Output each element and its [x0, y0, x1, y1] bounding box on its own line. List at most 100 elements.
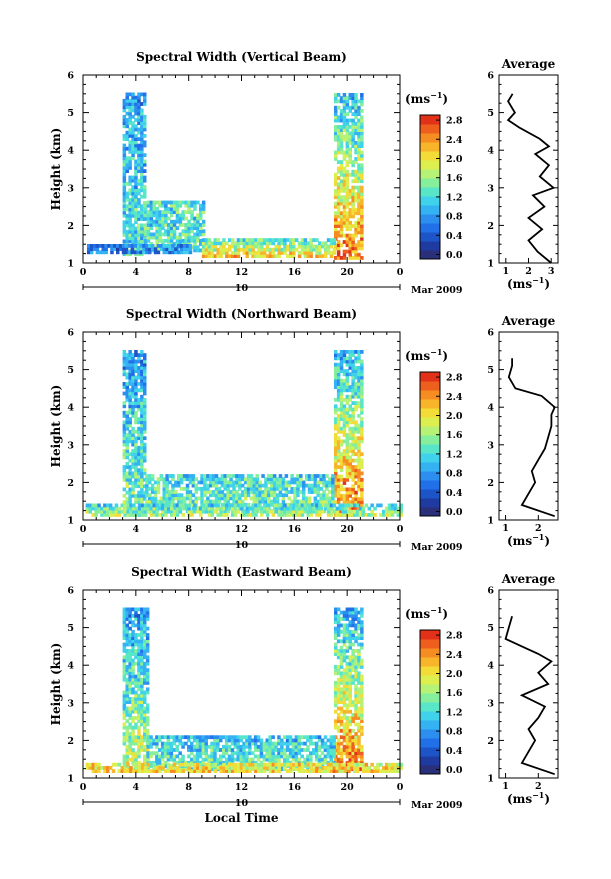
x-tick-label: 16 [288, 524, 302, 535]
colorbar-tick-label: 0.8 [446, 469, 463, 480]
heatmap-cell [131, 93, 135, 97]
panel-title: Spectral Width (Eastward Beam) [131, 565, 352, 579]
heatmap-cells [86, 350, 403, 517]
heatmap-cell [334, 404, 338, 408]
heatmap-cell [308, 497, 312, 501]
heatmap-cell [237, 504, 241, 508]
heatmap-cell [370, 763, 374, 767]
colorbar-segment [420, 498, 440, 508]
heatmap-cell [295, 238, 299, 242]
heatmap-cell [285, 474, 289, 478]
colorbar-segment [420, 399, 440, 409]
x-tick-label: 8 [185, 267, 192, 278]
heatmap-cell [261, 474, 265, 478]
heatmap-cell [89, 504, 93, 508]
heatmap-cell [171, 244, 175, 248]
heatmap-cell [334, 350, 338, 354]
heatmap-cell [341, 763, 345, 767]
heatmap-cell [268, 735, 272, 739]
heatmap-cell [134, 608, 138, 612]
colorbar-segment [420, 160, 440, 170]
colorbar-tick-label: 0.8 [446, 212, 463, 223]
heatmap-cell [301, 763, 305, 767]
heatmap-cell [126, 763, 130, 767]
heatmap-cell [388, 763, 392, 767]
heatmap-cell [318, 504, 322, 508]
heatmap-cell [132, 504, 136, 508]
heatmap-cell [187, 504, 191, 508]
heatmap-cell [286, 238, 290, 242]
date-label: Mar 2009 [411, 542, 463, 553]
y-tick-label: 3 [67, 440, 74, 451]
x-tick-label: 4 [133, 524, 140, 535]
heatmap-cell [182, 769, 186, 773]
colorbar-tick-label: 1.6 [446, 173, 463, 184]
heatmap-cell [132, 763, 136, 767]
average-y-tick-label: 4 [487, 403, 494, 414]
average-y-tick-label: 1 [487, 259, 494, 270]
heatmap-cell [273, 474, 277, 478]
y-tick-label: 4 [67, 403, 74, 414]
x-tick-label: 0 [80, 267, 87, 278]
colorbar-tick-label: 2.8 [446, 373, 463, 384]
heatmap-cell [123, 144, 127, 148]
colorbar-segment [420, 223, 440, 233]
y-tick-label: 6 [67, 71, 74, 82]
heatmap-cell [304, 238, 308, 242]
colorbar-segment [420, 133, 440, 143]
heatmap-cell [331, 474, 335, 478]
colorbar-segment [420, 471, 440, 481]
heatmap-cell [134, 244, 138, 248]
colorbar-segment [420, 151, 440, 161]
y-axis-label: Height (km) [49, 128, 63, 211]
heatmap-cell [283, 504, 287, 508]
heatmap-cell [354, 93, 358, 97]
average-x-label: (ms−1) [507, 275, 550, 291]
heatmap-cells [86, 608, 403, 774]
heatmap-cell [257, 504, 261, 508]
colorbar-segment [420, 187, 440, 197]
heatmap-cell [360, 350, 364, 354]
heatmap-cell [134, 716, 138, 720]
heatmap-cell [151, 244, 155, 248]
heatmap-cell [187, 201, 191, 205]
heatmap-cell [170, 735, 174, 739]
heatmap-cell [388, 504, 392, 508]
x-tick-label: 0 [397, 524, 404, 535]
heatmap-cell [89, 763, 93, 767]
colorbar-segment [420, 205, 440, 215]
colorbar-tick-label: 2.4 [446, 135, 463, 146]
average-x-tick-label: 1 [502, 266, 509, 277]
heatmap-cell [332, 735, 336, 739]
heatmap-cell [147, 504, 151, 508]
average-y-tick-label: 4 [487, 146, 494, 157]
colorbar-tick-label: 0.4 [446, 231, 463, 242]
heatmap-cell [134, 350, 138, 354]
colorbar-unit: (ms−1) [405, 347, 448, 363]
colorbar-tick-label: 0.4 [446, 488, 463, 499]
heatmap-cell [231, 238, 235, 242]
heatmap-cell [216, 238, 220, 242]
heatmap-cell [160, 474, 164, 478]
heatmap-cell [360, 93, 364, 97]
average-y-tick-label: 6 [487, 71, 494, 82]
y-tick-label: 1 [67, 516, 74, 527]
colorbar-segment [420, 214, 440, 224]
average-y-tick-label: 2 [487, 478, 494, 489]
heatmap-cell [128, 350, 132, 354]
heatmap-cell [171, 474, 175, 478]
heatmap-cell [115, 504, 119, 508]
heatmap-cell [394, 504, 398, 508]
heatmap-cell [215, 474, 219, 478]
heatmap-cell [360, 608, 364, 612]
heatmap-cell [318, 735, 322, 739]
y-tick-label: 4 [67, 146, 74, 157]
colorbar-segment [420, 444, 440, 454]
x-tick-label: 0 [397, 267, 404, 278]
colorbar-tick-label: 1.6 [446, 430, 463, 441]
colorbar-tick-label: 2.8 [446, 116, 463, 127]
